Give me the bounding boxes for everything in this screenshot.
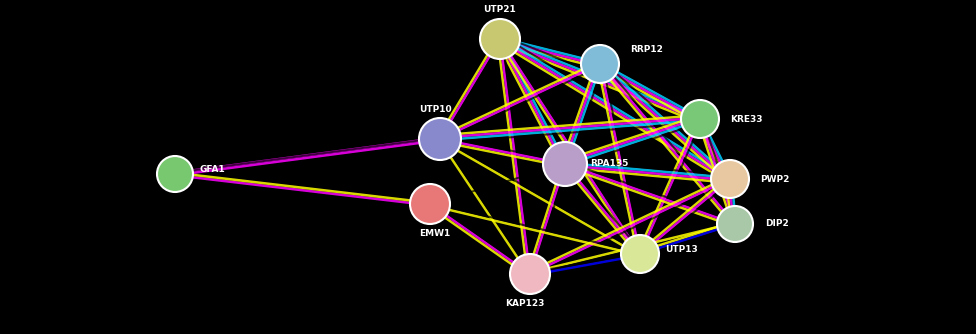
Circle shape	[480, 19, 520, 59]
Circle shape	[410, 184, 450, 224]
Text: UTP21: UTP21	[484, 5, 516, 14]
Text: RRP12: RRP12	[630, 44, 663, 53]
Circle shape	[621, 235, 659, 273]
Text: KAP123: KAP123	[506, 299, 545, 308]
Circle shape	[419, 118, 461, 160]
Text: GFA1: GFA1	[200, 165, 225, 173]
Circle shape	[581, 45, 619, 83]
Text: PWP2: PWP2	[760, 174, 790, 183]
Circle shape	[681, 100, 719, 138]
Text: KRE33: KRE33	[730, 115, 762, 124]
Circle shape	[717, 206, 753, 242]
Circle shape	[510, 254, 550, 294]
Text: UTP13: UTP13	[665, 244, 698, 254]
Circle shape	[711, 160, 749, 198]
Circle shape	[157, 156, 193, 192]
Circle shape	[543, 142, 587, 186]
Text: DIP2: DIP2	[765, 219, 789, 228]
Text: EMW1: EMW1	[420, 229, 451, 238]
Text: UTP10: UTP10	[419, 105, 451, 114]
Text: RPA135: RPA135	[590, 160, 629, 168]
